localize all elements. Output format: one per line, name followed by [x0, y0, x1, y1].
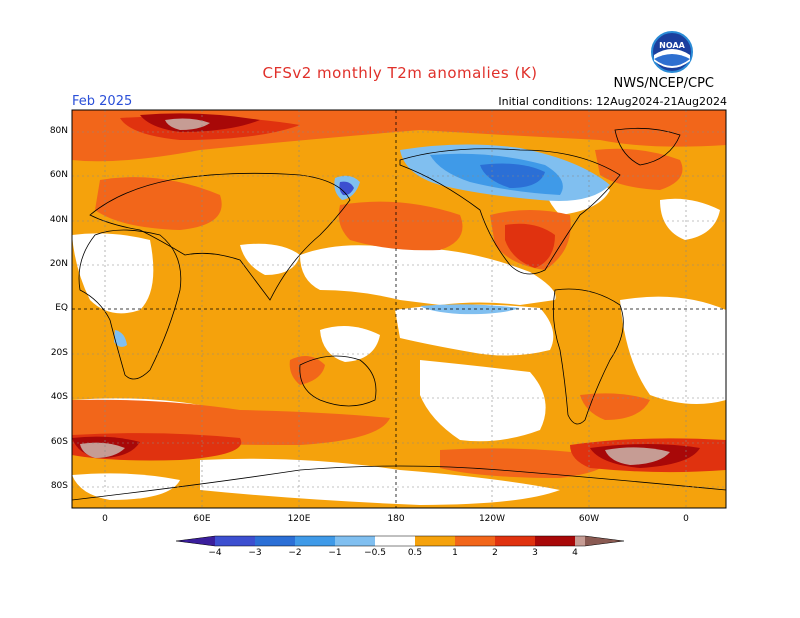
lon-label-180: 180: [387, 514, 405, 524]
lat-label-20s: 20S: [50, 348, 68, 358]
lon-label-60w: 60W: [578, 514, 600, 524]
lon-label-120e: 120E: [287, 514, 311, 524]
colorbar-label: −3: [248, 548, 262, 558]
lat-label-20n: 20N: [49, 259, 68, 269]
lat-label-80n: 80N: [49, 126, 68, 136]
colorbar: [175, 535, 625, 547]
grid-lines: [72, 110, 726, 508]
logo-text: NOAA: [659, 41, 685, 50]
coastlines: [72, 127, 726, 501]
colorbar-label: 4: [572, 548, 578, 558]
cold-anomaly-regions: [114, 144, 610, 347]
colorbar-label: 0.5: [407, 548, 423, 558]
equator-dateline: [72, 110, 726, 508]
warm-4-plus-regions: [80, 118, 670, 465]
colorbar-label: −2: [288, 548, 302, 558]
organization-label: NWS/NCEP/CPC: [613, 76, 714, 91]
colorbar-label: −0.5: [364, 548, 386, 558]
noaa-logo-icon: NOAA: [651, 31, 693, 73]
lon-label-0-right: 0: [683, 514, 689, 524]
lat-label-eq: EQ: [55, 303, 68, 313]
colorbar-label: 2: [492, 548, 498, 558]
initial-conditions: Initial conditions: 12Aug2024-21Aug2024: [498, 95, 727, 108]
map-frame: [71, 109, 727, 509]
colorbar-label: 1: [452, 548, 458, 558]
lat-label-60n: 60N: [49, 170, 68, 180]
lon-label-60e: 60E: [193, 514, 211, 524]
lat-label-80s: 80S: [50, 481, 68, 491]
lat-label-40n: 40N: [49, 215, 68, 225]
lat-label-60s: 60S: [50, 437, 68, 447]
colorbar-label: −1: [328, 548, 342, 558]
forecast-month: Feb 2025: [72, 94, 133, 109]
lon-label-0: 0: [102, 514, 108, 524]
lon-label-120w: 120W: [478, 514, 506, 524]
lat-label-40s: 40S: [50, 392, 68, 402]
colorbar-label: 3: [532, 548, 538, 558]
map-title: CFSv2 monthly T2m anomalies (K): [262, 64, 538, 82]
colorbar-label: −4: [208, 548, 222, 558]
